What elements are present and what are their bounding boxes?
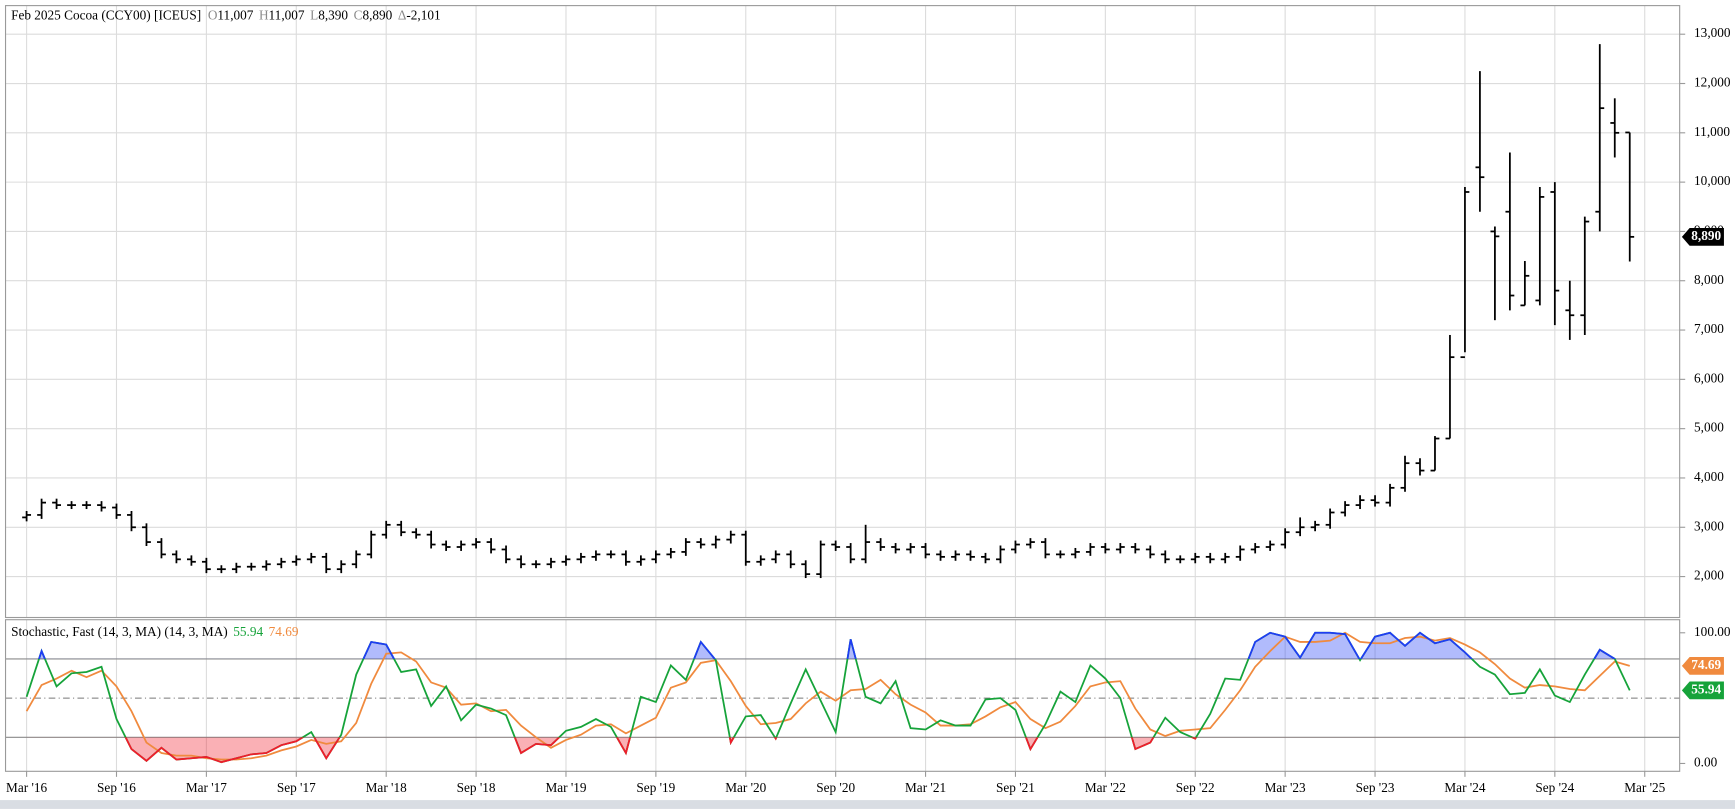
quote-value: 11,007 [217, 8, 253, 23]
x-tick-label: Mar '19 [545, 780, 586, 795]
y-tick-label: 13,000 [1694, 25, 1731, 40]
x-tick-label: Sep '19 [636, 780, 675, 795]
x-tick-label: Sep '24 [1535, 780, 1574, 795]
price-header: Feb 2025 Cocoa (CCY00) [ICEUS] O11,007 H11… [11, 8, 441, 23]
y-tick-label: 11,000 [1694, 124, 1730, 139]
stochastic-line [25, 631, 1630, 761]
x-tick-label: Sep '21 [996, 780, 1035, 795]
value-badge-label: 55.94 [1691, 681, 1721, 696]
last-price-label: 8,890 [1691, 228, 1721, 243]
x-tick-label: Mar '20 [725, 780, 766, 795]
stochastic-header: Stochastic, Fast (14, 3, MA) (14, 3, MA)… [11, 624, 299, 639]
value-badge-label: 74.69 [1691, 657, 1721, 672]
x-tick-label: Mar '24 [1444, 780, 1485, 795]
stochastic-value: 55.94 [233, 624, 263, 639]
stochastic-panel [4, 619, 1681, 772]
quote-label: H [259, 8, 269, 23]
x-tick-label: Mar '18 [366, 780, 407, 795]
y-tick-label: 12,000 [1694, 75, 1731, 90]
x-tick-label: Mar '22 [1085, 780, 1126, 795]
x-tick-label: Sep '17 [277, 780, 316, 795]
quote-label: C [354, 8, 363, 23]
quote-value: -2,101 [406, 8, 440, 23]
marks-layer: Mar '16 Sep '16 Mar '17 Sep '17 Mar '18 Sep '… [6, 25, 1731, 795]
quote-value: 8,390 [318, 8, 348, 23]
y-tick-label: 8,000 [1694, 272, 1724, 287]
stochastic-value: 74.69 [269, 624, 299, 639]
stochastic-title: Stochastic, Fast (14, 3, MA) (14, 3, MA) [11, 624, 228, 639]
oversold-line [124, 737, 1198, 764]
quote-value: 8,890 [362, 8, 392, 23]
quote-label: O [208, 8, 218, 23]
grid-layer [5, 5, 1686, 777]
overbought-line [38, 631, 1616, 659]
x-tick-label: Sep '23 [1356, 780, 1395, 795]
footer-strip [0, 800, 1735, 809]
x-tick-label: Sep '20 [816, 780, 855, 795]
x-tick-label: Sep '16 [97, 780, 136, 795]
x-tick-label: Mar '25 [1624, 780, 1665, 795]
y-tick-label: 2,000 [1694, 568, 1724, 583]
price-panel [4, 5, 1681, 619]
y-tick-label: 4,000 [1694, 469, 1724, 484]
x-tick-label: Mar '16 [6, 780, 47, 795]
x-tick-label: Sep '18 [457, 780, 496, 795]
y-tick-label: 3,000 [1694, 518, 1724, 533]
chart-title: Feb 2025 Cocoa (CCY00) [ICEUS] [11, 8, 201, 23]
x-tick-label: Sep '22 [1176, 780, 1215, 795]
y-tick-label: 7,000 [1694, 321, 1724, 336]
y-tick-label: 100.00 [1694, 624, 1731, 639]
value-badge [1681, 681, 1724, 700]
y-tick-label: 0.00 [1694, 755, 1718, 770]
y-tick-label: 10,000 [1694, 173, 1731, 188]
oversold-area [125, 737, 1197, 763]
x-tick-label: Mar '21 [905, 780, 946, 795]
quote-value: 11,007 [269, 8, 305, 23]
quote-label: Δ [398, 8, 407, 23]
x-tick-label: Mar '23 [1265, 780, 1306, 795]
overbought-area [26, 632, 1630, 659]
y-tick-label: 5,000 [1694, 420, 1724, 435]
y-tick-label: 6,000 [1694, 370, 1724, 385]
last-price-badge [1681, 228, 1724, 246]
quote-label: L [310, 8, 318, 23]
value-badge [1681, 657, 1724, 675]
x-tick-label: Mar '17 [186, 780, 227, 795]
